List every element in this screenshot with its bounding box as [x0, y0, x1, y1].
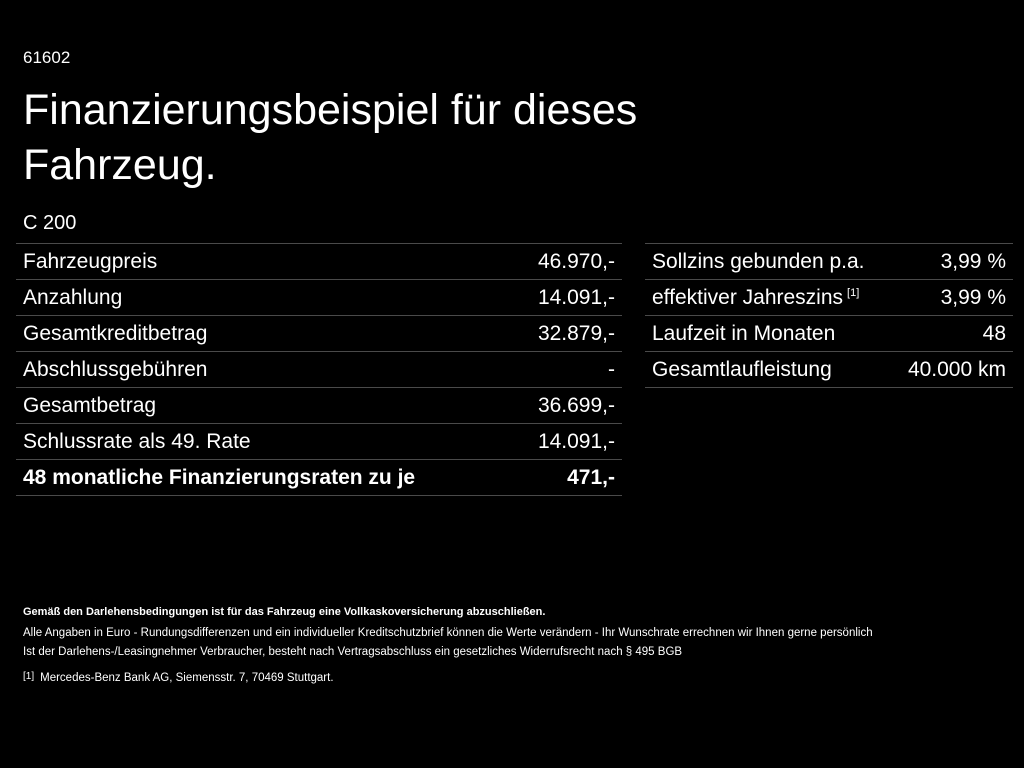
footnote-marker: [1] [23, 671, 35, 682]
row-label: Abschlussgebühren [23, 357, 208, 381]
footer-line: Ist der Darlehens-/Leasingnehmer Verbrau… [23, 646, 683, 658]
row-value: - [608, 357, 615, 381]
row-value: 14.091,- [537, 285, 615, 309]
table-row: Abschlussgebühren - [16, 351, 622, 387]
left-table: Fahrzeugpreis 46.970,- Anzahlung 14.091,- Ge… [16, 243, 622, 496]
row-label-group: effektiver Jahreszins [1] [652, 286, 859, 310]
footnote: [1] Mercedes-Benz Bank AG, Siemensstr. 7,… [23, 671, 334, 684]
row-value: 14.091,- [537, 429, 615, 453]
table-row: 48 monatliche Finanzierungsraten zu je 47… [16, 459, 622, 496]
row-label: Schlussrate als 49. Rate [23, 429, 251, 453]
row-value: 471,- [567, 465, 615, 489]
row-label-group: Gesamtlaufleistung [652, 358, 832, 382]
row-value: 3,99 % [940, 249, 1006, 273]
table-row: Gesamtkreditbetrag 32.879,- [16, 315, 622, 351]
title-line: Finanzierungsbeispiel für dieses [23, 86, 638, 134]
table-row: effektiver Jahreszins [1] 3,99 % [645, 279, 1013, 315]
row-note: [1] [847, 286, 860, 299]
table-row: Fahrzeugpreis 46.970,- [16, 243, 622, 279]
row-label: Gesamtkreditbetrag [23, 321, 208, 345]
table-row: Sollzins gebunden p.a. 3,99 % [645, 243, 1013, 279]
table-row: Schlussrate als 49. Rate 14.091,- [16, 423, 622, 459]
footnote-text: Mercedes-Benz Bank AG, Siemensstr. 7, 70… [40, 672, 334, 684]
title-line: Fahrzeug. [23, 141, 217, 189]
row-label: Gesamtlaufleistung [652, 357, 832, 381]
row-label: Sollzins gebunden p.a. [652, 249, 865, 273]
row-label: Gesamtbetrag [23, 393, 157, 417]
footer-bold: Gemäß den Darlehensbedingungen ist für d… [23, 606, 546, 618]
row-label: effektiver Jahreszins [652, 285, 844, 309]
table-row: Gesamtbetrag 36.699,- [16, 387, 622, 423]
row-value: 32.879,- [537, 321, 615, 345]
row-label: Laufzeit in Monaten [652, 321, 836, 345]
model: C 200 [23, 212, 77, 234]
footer-line: Alle Angaben in Euro - Rundungsdifferenz… [23, 627, 873, 639]
right-table: Sollzins gebunden p.a. 3,99 % effektiver J… [645, 243, 1013, 388]
table-row: Anzahlung 14.091,- [16, 279, 622, 315]
code: 61602 [23, 48, 71, 67]
row-value: 46.970,- [537, 249, 615, 273]
row-label-group: Sollzins gebunden p.a. [652, 250, 865, 274]
row-label: 48 monatliche Finanzierungsraten zu je [23, 465, 416, 489]
table-row: Gesamtlaufleistung 40.000 km [645, 351, 1013, 388]
row-label: Fahrzeugpreis [23, 249, 158, 273]
table-row: Laufzeit in Monaten 48 [645, 315, 1013, 351]
row-value: 40.000 km [907, 357, 1006, 381]
row-label-group: Laufzeit in Monaten [652, 322, 835, 346]
row-value: 3,99 % [940, 285, 1006, 309]
row-value: 48 [982, 321, 1006, 345]
row-value: 36.699,- [537, 393, 615, 417]
row-label: Anzahlung [23, 285, 123, 309]
